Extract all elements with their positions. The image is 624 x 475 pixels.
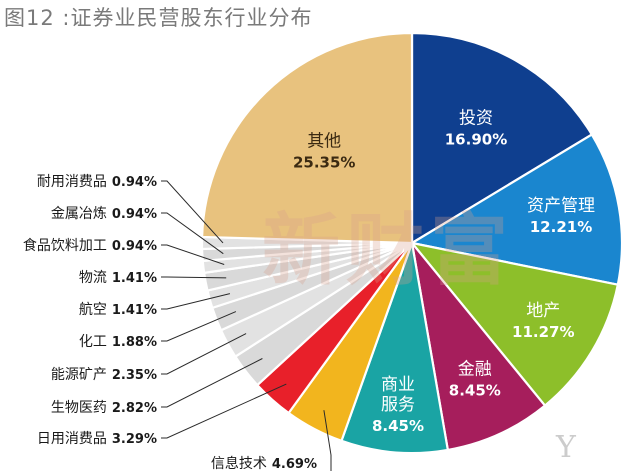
leader-line [161,276,227,279]
leader-line [323,410,332,471]
side-label: 耐用消费品 [37,174,107,190]
side-label: 日用消费品 [37,431,107,447]
slice-value-label: 8.45% [449,382,501,400]
side-label: 能源矿产 [51,367,107,383]
leader-line [161,333,247,375]
side-label: 金属冶炼 [51,206,107,222]
pie-slice-3 [410,239,547,452]
slice-value-label: 11.27% [512,323,574,341]
side-label: 化工 [79,334,107,350]
slice-label: 资产管理 [527,196,595,216]
side-label: 航空 [79,302,107,318]
side-value-label: 2.82% [112,401,157,416]
pie-slice-0 [410,31,594,245]
slice-label: 地产 [526,301,560,321]
side-value-label: 3.29% [112,432,157,447]
side-value-label: 4.69% [272,457,317,472]
side-value-label: 1.88% [112,335,157,350]
slice-label: 其他 [307,132,341,152]
pie-slice-15 [200,31,414,245]
leader-line [161,311,237,342]
side-value-label: 0.94% [112,239,157,254]
side-label: 生物医药 [51,400,107,416]
logo-mark: Y [556,430,576,465]
slice-label: 商业 [381,375,415,395]
pie-slice-2 [409,241,620,408]
pie-slice-4 [340,238,450,455]
slice-value-label: 8.45% [372,417,424,435]
slice-value-label: 25.35% [293,154,355,172]
leader-line [161,293,231,310]
leader-line [161,358,263,408]
side-label: 食品饮料加工 [23,237,107,254]
slice-value-label: 16.90% [445,131,507,149]
side-value-label: 0.94% [112,207,157,222]
leader-line [161,180,224,244]
leader-line [161,383,287,439]
side-value-label: 1.41% [112,271,157,286]
side-value-label: 1.41% [112,303,157,318]
pie-slice-1 [409,133,624,286]
side-value-label: 2.35% [112,368,157,383]
slice-label: 服务 [381,395,415,415]
slice-label: 金融 [458,360,492,380]
slice-label: 投资 [459,109,493,129]
side-label: 物流 [79,270,107,286]
chart-title: 图12 :证券业民营股东行业分布 [4,6,313,30]
slice-value-label: 12.21% [530,218,592,236]
leader-line [161,244,225,265]
leader-line [161,212,224,255]
side-value-label: 0.94% [112,175,157,190]
side-label: 信息技术 [211,455,267,472]
